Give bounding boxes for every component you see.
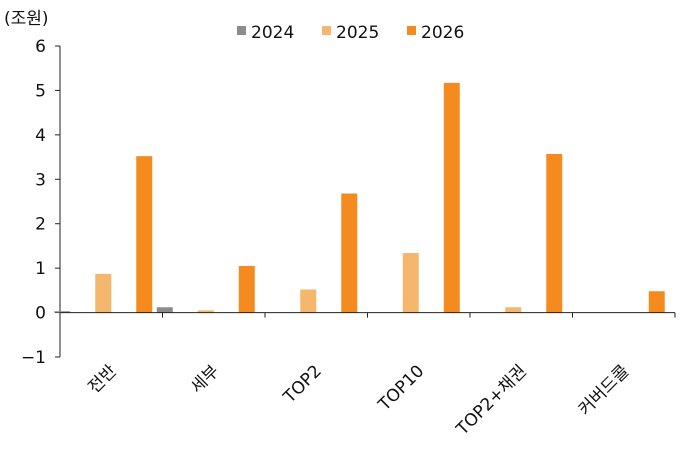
x-category-label: 전반: [85, 361, 122, 398]
y-axis: −1 0 1 2 3 4 5 6: [21, 37, 61, 368]
bar: [402, 253, 419, 313]
legend-swatch: [322, 26, 331, 35]
y-tick-label: 6: [35, 37, 46, 57]
x-axis: 전반 세부 TOP2 TOP10 TOP2+채권 커버드콜: [59, 312, 676, 440]
bar: [156, 307, 173, 313]
legend-swatch: [237, 26, 246, 35]
x-category-label: TOP10: [374, 361, 428, 415]
bar: [136, 156, 153, 313]
bar: [443, 82, 460, 313]
bar: [505, 307, 522, 313]
y-axis-unit-label: (조원): [4, 9, 49, 29]
legend-swatch: [407, 26, 416, 35]
legend: 2024 2025 2026: [237, 23, 464, 43]
x-category-label: TOP2+채권: [452, 361, 531, 440]
x-category-label: 세부: [187, 361, 223, 397]
bar: [95, 273, 112, 313]
y-tick-label: 4: [35, 126, 46, 146]
x-category-label: TOP2: [279, 361, 326, 408]
bar: [54, 311, 71, 313]
y-tick-label: 5: [35, 81, 46, 101]
x-category-label: 커버드콜: [575, 361, 633, 419]
bar: [238, 265, 255, 313]
bars: [54, 82, 665, 313]
bar: [546, 153, 563, 313]
bar: [197, 310, 214, 313]
y-tick-label: 1: [35, 259, 46, 279]
legend-label: 2025: [336, 23, 379, 43]
y-tick-label: −1: [21, 348, 46, 368]
bar: [341, 193, 358, 313]
bar: [648, 291, 665, 313]
y-tick-label: 2: [35, 215, 46, 235]
y-tick-label: 3: [35, 170, 46, 190]
legend-label: 2024: [251, 23, 294, 43]
bar: [300, 289, 317, 313]
legend-label: 2026: [421, 23, 464, 43]
y-tick-label: 0: [35, 304, 46, 324]
